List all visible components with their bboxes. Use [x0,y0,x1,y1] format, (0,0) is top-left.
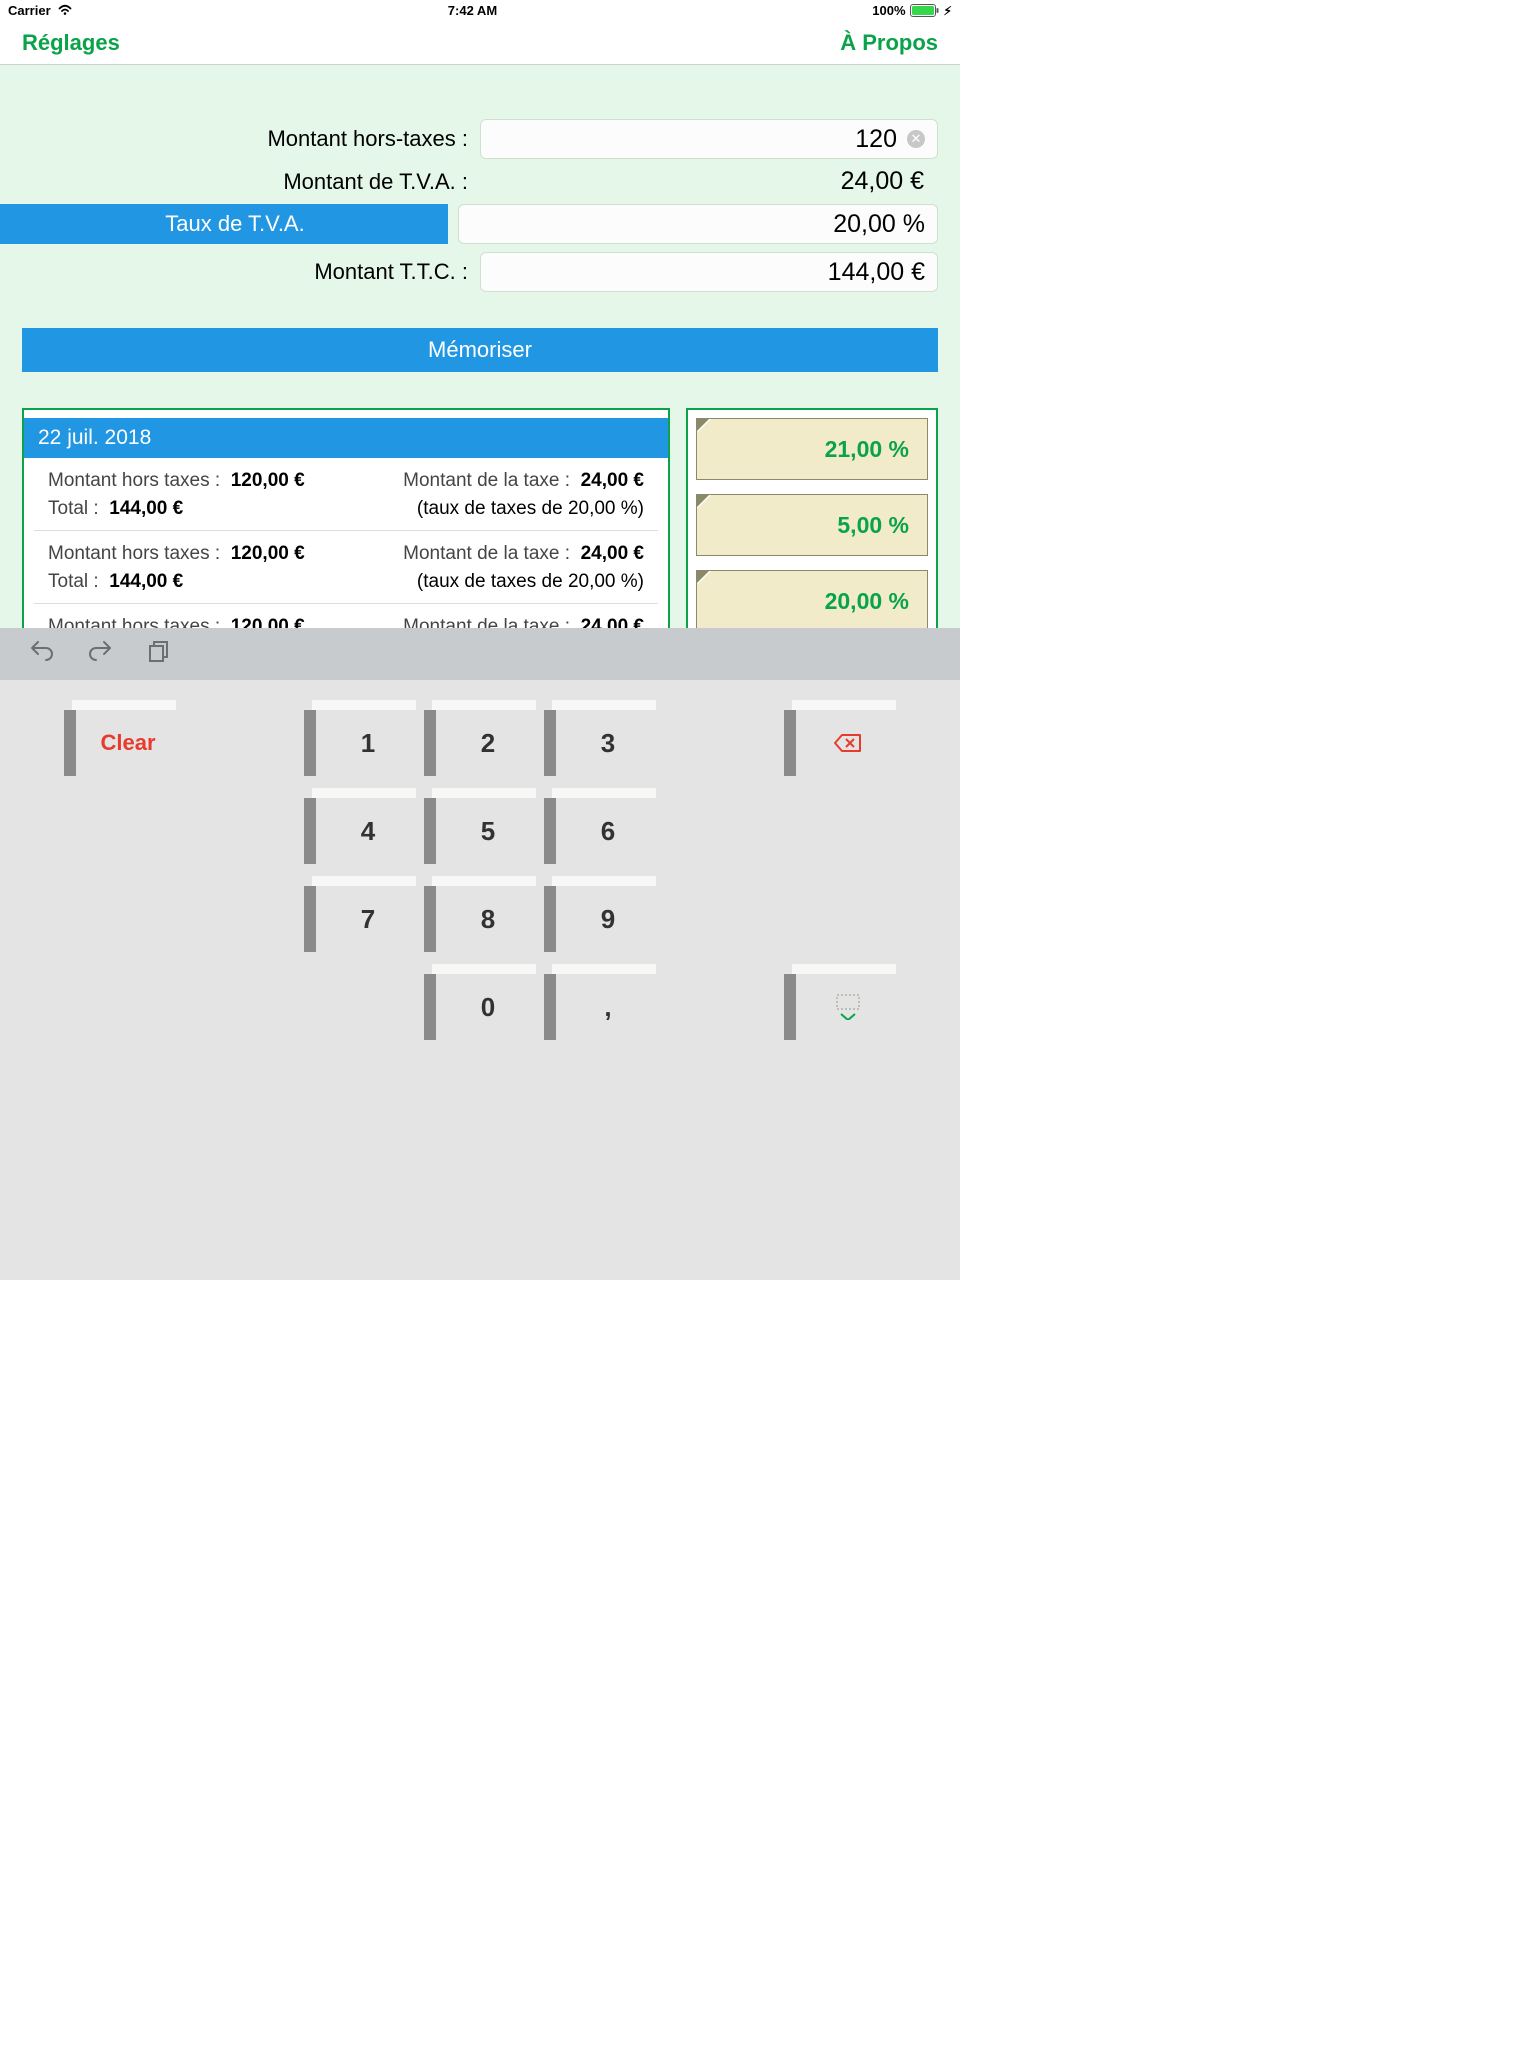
key-1[interactable]: 1 [304,700,416,776]
tva-amount-value: 24,00 € [480,167,938,196]
backspace-icon [804,714,892,772]
rate-preset-tile[interactable]: 20,00 % [696,570,928,632]
rate-preset-tile[interactable]: 21,00 % [696,418,928,480]
numeric-keyboard: Clear 1 2 3 4 5 6 7 8 9 0 , [0,680,960,1280]
main-content: Montant hors-taxes : 120 ✕ Montant de T.… [0,65,960,670]
history-entry[interactable]: Montant hors taxes : 120,00 €Montant de … [34,531,658,604]
key-clear[interactable]: Clear [64,700,176,776]
ttc-input[interactable]: 144,00 € [480,252,938,292]
key-5[interactable]: 5 [424,788,536,864]
history-date: 22 juil. 2018 [24,418,668,458]
rate-label-button[interactable]: Taux de T.V.A. [0,204,448,244]
key-6[interactable]: 6 [544,788,656,864]
nav-bar: Réglages À Propos [0,21,960,65]
copy-icon[interactable] [148,640,170,669]
redo-icon[interactable] [88,640,114,669]
undo-icon[interactable] [28,640,54,669]
key-8[interactable]: 8 [424,876,536,952]
key-comma[interactable]: , [544,964,656,1040]
carrier-label: Carrier [8,3,51,18]
status-bar: Carrier 7:42 AM 100% ⚡︎ [0,0,960,21]
key-backspace[interactable] [784,700,896,776]
ttc-value: 144,00 € [828,258,925,287]
keyboard-toolbar [0,628,960,680]
memorize-button[interactable]: Mémoriser [22,328,938,372]
wifi-icon [57,3,73,18]
tva-amount-label: Montant de T.V.A. : [22,169,480,195]
charging-icon: ⚡︎ [944,4,952,18]
key-4[interactable]: 4 [304,788,416,864]
key-0[interactable]: 0 [424,964,536,1040]
key-7[interactable]: 7 [304,876,416,952]
rate-input[interactable]: 20,00 % [458,204,938,244]
rate-preset-tile[interactable]: 5,00 % [696,494,928,556]
battery-icon [910,4,940,17]
ht-label: Montant hors-taxes : [22,126,480,152]
key-2[interactable]: 2 [424,700,536,776]
key-9[interactable]: 9 [544,876,656,952]
history-panel: 22 juil. 2018 Montant hors taxes : 120,0… [22,408,670,656]
rate-presets-panel: 21,00 % 5,00 % 20,00 % [686,408,938,656]
key-done[interactable] [784,964,896,1040]
settings-link[interactable]: Réglages [22,30,120,56]
key-3[interactable]: 3 [544,700,656,776]
time-label: 7:42 AM [448,3,497,18]
clear-input-icon[interactable]: ✕ [907,130,925,148]
dismiss-keyboard-icon [804,978,892,1036]
history-entry[interactable]: Montant hors taxes : 120,00 €Montant de … [34,458,658,531]
ht-input[interactable]: 120 ✕ [480,119,938,159]
about-link[interactable]: À Propos [840,30,938,56]
ttc-label: Montant T.T.C. : [22,259,480,285]
rate-value: 20,00 % [833,210,925,239]
ht-value: 120 [855,125,897,154]
battery-pct-label: 100% [872,3,905,18]
